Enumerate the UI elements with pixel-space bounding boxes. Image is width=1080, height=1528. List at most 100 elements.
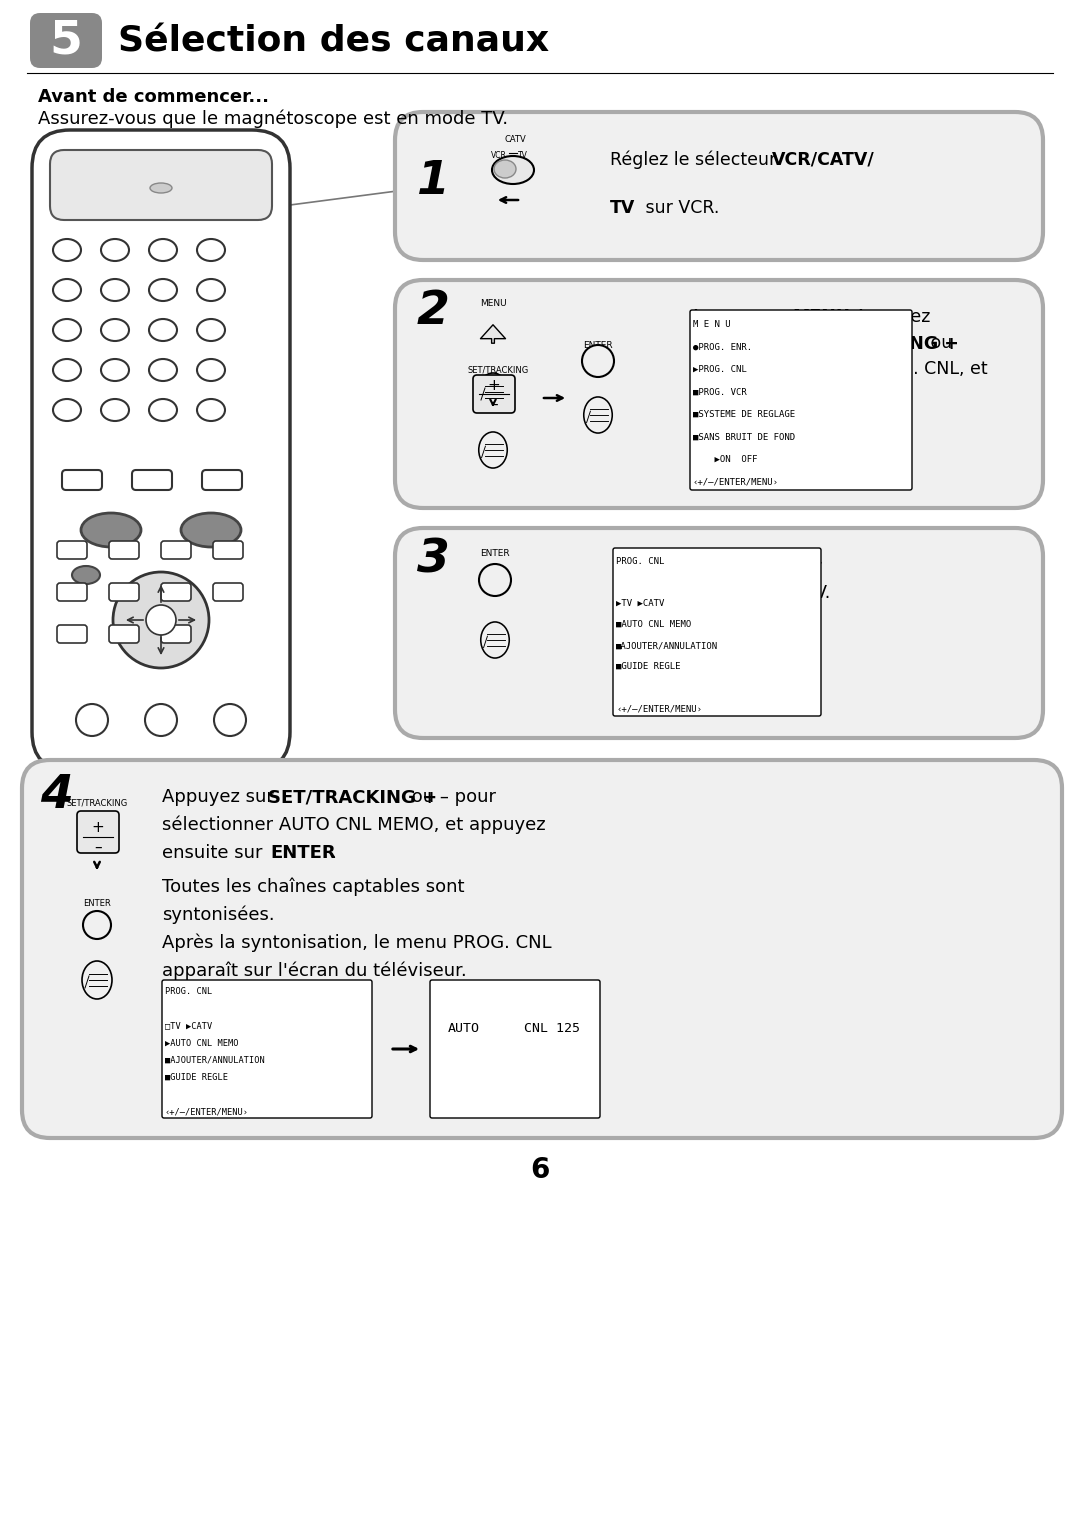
FancyBboxPatch shape: [77, 811, 119, 853]
Text: ensuite sur: ensuite sur: [690, 335, 793, 351]
Text: –: –: [490, 396, 498, 411]
Ellipse shape: [478, 373, 508, 411]
Ellipse shape: [82, 961, 112, 999]
Text: VCR/CATV/: VCR/CATV/: [772, 150, 875, 168]
Text: Sélection des canaux: Sélection des canaux: [118, 24, 549, 58]
FancyBboxPatch shape: [30, 14, 102, 69]
Text: apparaît sur l'écran du téléviseur.: apparaît sur l'écran du téléviseur.: [162, 963, 467, 981]
Text: ou: ou: [924, 335, 953, 351]
Text: ▶ON  OFF: ▶ON OFF: [693, 455, 757, 465]
Text: MENU: MENU: [480, 299, 507, 309]
FancyBboxPatch shape: [161, 625, 191, 643]
Ellipse shape: [197, 238, 225, 261]
Text: – pour sélectionner PROG. CNL, et: – pour sélectionner PROG. CNL, et: [690, 361, 987, 379]
Text: sélectionner TV ou CATV.: sélectionner TV ou CATV.: [613, 584, 831, 602]
Text: ■AJOUTER/ANNULATION: ■AJOUTER/ANNULATION: [616, 642, 718, 649]
Ellipse shape: [494, 160, 516, 177]
Text: Toutes les chaînes captables sont: Toutes les chaînes captables sont: [162, 879, 464, 897]
Circle shape: [76, 704, 108, 736]
FancyBboxPatch shape: [57, 625, 87, 643]
Text: SET/TRACKING +: SET/TRACKING +: [268, 788, 437, 805]
Text: ▶TV ▶CATV: ▶TV ▶CATV: [616, 599, 664, 608]
FancyBboxPatch shape: [613, 549, 821, 717]
Text: Assurez-vous que le magnétoscope est en mode TV.: Assurez-vous que le magnétoscope est en …: [38, 110, 508, 128]
FancyBboxPatch shape: [109, 625, 139, 643]
Text: ■AJOUTER/ANNULATION: ■AJOUTER/ANNULATION: [165, 1056, 265, 1065]
FancyBboxPatch shape: [109, 541, 139, 559]
FancyBboxPatch shape: [161, 541, 191, 559]
Circle shape: [83, 911, 111, 940]
Ellipse shape: [492, 156, 534, 183]
Text: ■SYSTEME DE REGLAGE: ■SYSTEME DE REGLAGE: [693, 410, 795, 419]
FancyBboxPatch shape: [202, 471, 242, 490]
FancyBboxPatch shape: [161, 584, 191, 601]
Text: .: .: [833, 387, 838, 403]
Text: ●PROG. ENR.: ●PROG. ENR.: [693, 342, 752, 351]
FancyBboxPatch shape: [109, 584, 139, 601]
Text: .: .: [330, 843, 336, 862]
Text: CATV: CATV: [504, 136, 526, 145]
Text: 2: 2: [417, 289, 450, 335]
Ellipse shape: [81, 513, 141, 547]
Text: □TV ▶CATV: □TV ▶CATV: [165, 1021, 213, 1030]
Circle shape: [146, 605, 176, 636]
Text: ■GUIDE REGLE: ■GUIDE REGLE: [165, 1073, 228, 1082]
FancyBboxPatch shape: [473, 374, 515, 413]
Ellipse shape: [53, 399, 81, 422]
Text: ▶AUTO CNL MEMO: ▶AUTO CNL MEMO: [165, 1039, 239, 1048]
Text: TV: TV: [518, 151, 528, 160]
Text: ‹+/–/ENTER/MENU›: ‹+/–/ENTER/MENU›: [693, 478, 779, 486]
Text: sélectionner AUTO CNL MEMO, et appuyez: sélectionner AUTO CNL MEMO, et appuyez: [162, 816, 545, 834]
Ellipse shape: [584, 397, 612, 432]
Text: 1: 1: [417, 159, 450, 203]
Ellipse shape: [53, 280, 81, 301]
Text: ■PROG. VCR: ■PROG. VCR: [693, 388, 746, 397]
Text: M E N U: M E N U: [693, 321, 731, 329]
Text: pour: pour: [777, 558, 822, 576]
Text: . Appuyez: . Appuyez: [843, 309, 930, 325]
FancyBboxPatch shape: [395, 529, 1043, 738]
Ellipse shape: [149, 399, 177, 422]
Text: SET/TRACKING: SET/TRACKING: [66, 799, 127, 807]
Text: ENTER: ENTER: [775, 387, 839, 403]
Text: 5: 5: [50, 18, 82, 64]
Ellipse shape: [197, 359, 225, 380]
FancyBboxPatch shape: [395, 280, 1043, 507]
Text: PROG. CNL: PROG. CNL: [165, 987, 213, 996]
FancyBboxPatch shape: [132, 471, 172, 490]
Text: SET/TRACKING +: SET/TRACKING +: [795, 335, 959, 351]
Text: Après la syntonisation, le menu PROG. CNL: Après la syntonisation, le menu PROG. CN…: [162, 934, 552, 952]
Text: +: +: [488, 379, 500, 394]
Circle shape: [480, 564, 511, 596]
FancyBboxPatch shape: [162, 979, 372, 1118]
FancyBboxPatch shape: [430, 979, 600, 1118]
Text: ‹+/–/ENTER/MENU›: ‹+/–/ENTER/MENU›: [616, 704, 702, 714]
Ellipse shape: [102, 359, 129, 380]
FancyArrowPatch shape: [481, 325, 505, 344]
Text: 4: 4: [40, 773, 72, 817]
FancyBboxPatch shape: [32, 130, 291, 770]
Ellipse shape: [150, 183, 172, 193]
Text: MENU: MENU: [792, 309, 850, 325]
Ellipse shape: [181, 513, 241, 547]
Text: ENTER: ENTER: [270, 843, 336, 862]
Ellipse shape: [149, 238, 177, 261]
FancyBboxPatch shape: [62, 471, 102, 490]
Text: AUTO: AUTO: [448, 1022, 480, 1034]
Text: sur VCR.: sur VCR.: [640, 199, 719, 217]
Text: puis sur: puis sur: [690, 387, 770, 403]
FancyBboxPatch shape: [213, 584, 243, 601]
Text: ■AUTO CNL MEMO: ■AUTO CNL MEMO: [616, 620, 691, 630]
Text: ENTER: ENTER: [83, 898, 111, 908]
Text: +: +: [92, 819, 105, 834]
Ellipse shape: [53, 238, 81, 261]
Text: syntonisées.: syntonisées.: [162, 906, 274, 924]
FancyBboxPatch shape: [395, 112, 1043, 260]
Circle shape: [145, 704, 177, 736]
Ellipse shape: [53, 319, 81, 341]
Text: –: –: [94, 839, 102, 854]
Ellipse shape: [53, 359, 81, 380]
Ellipse shape: [197, 280, 225, 301]
Circle shape: [113, 571, 210, 668]
Ellipse shape: [481, 622, 510, 659]
